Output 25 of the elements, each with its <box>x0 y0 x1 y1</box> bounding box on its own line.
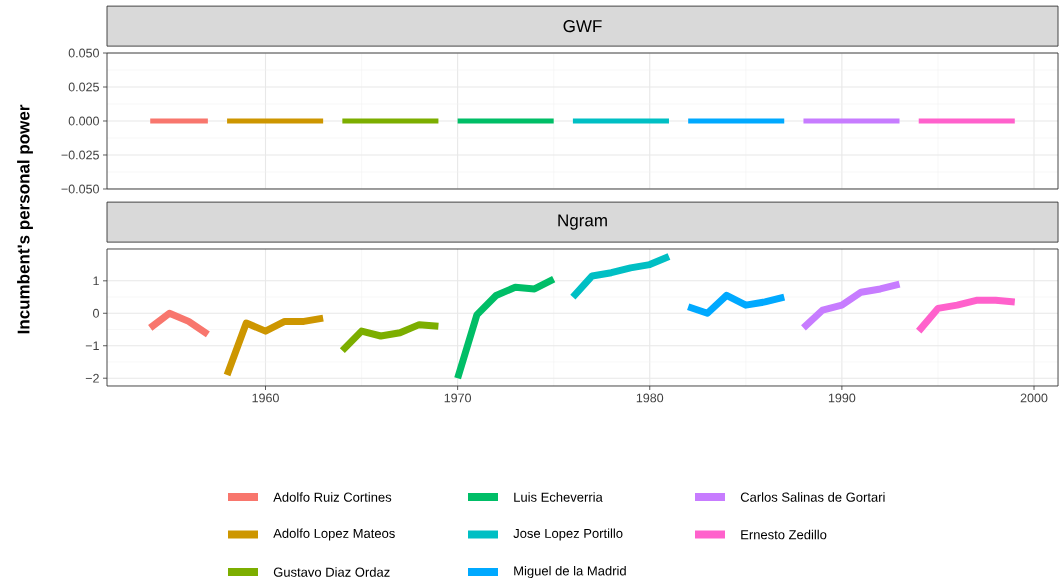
y-tick-label: 0 <box>93 308 99 318</box>
legend-label: Jose Lopez Portillo <box>513 528 623 541</box>
x-tick-label: 1960 <box>252 393 279 403</box>
y-tick-label: 0.025 <box>68 82 99 92</box>
chart-title: GWF <box>563 20 602 33</box>
y-tick-label: 0.050 <box>68 48 99 58</box>
y-tick-label: 1 <box>93 276 99 286</box>
x-tick-label: 1980 <box>636 393 664 403</box>
y-tick-label: −1 <box>85 341 99 351</box>
y-tick-label: −0.025 <box>61 150 99 160</box>
legend-label: Adolfo Lopez Mateos <box>273 528 395 541</box>
legend-label: Gustavo Diaz Ordaz <box>273 567 390 577</box>
y-tick-label: −2 <box>85 373 99 383</box>
x-tick-label: 2000 <box>1020 393 1048 403</box>
y-tick-label: 0.000 <box>68 116 99 126</box>
y-tick-label: −0.050 <box>61 184 99 194</box>
legend-label: Ernesto Zedillo <box>741 529 827 540</box>
legend-label: Adolfo Ruiz Cortines <box>273 492 392 502</box>
y-axis-title: Incumbent's personal power <box>17 104 33 334</box>
legend-label: Luis Echeverria <box>514 492 603 502</box>
legend-label: Carlos Salinas de Gortari <box>740 492 885 502</box>
x-tick-label: 1970 <box>444 393 472 403</box>
x-tick-label: 1990 <box>828 393 856 403</box>
legend-label: Miguel de la Madrid <box>514 565 626 579</box>
chart-title: Ngram <box>558 214 607 230</box>
